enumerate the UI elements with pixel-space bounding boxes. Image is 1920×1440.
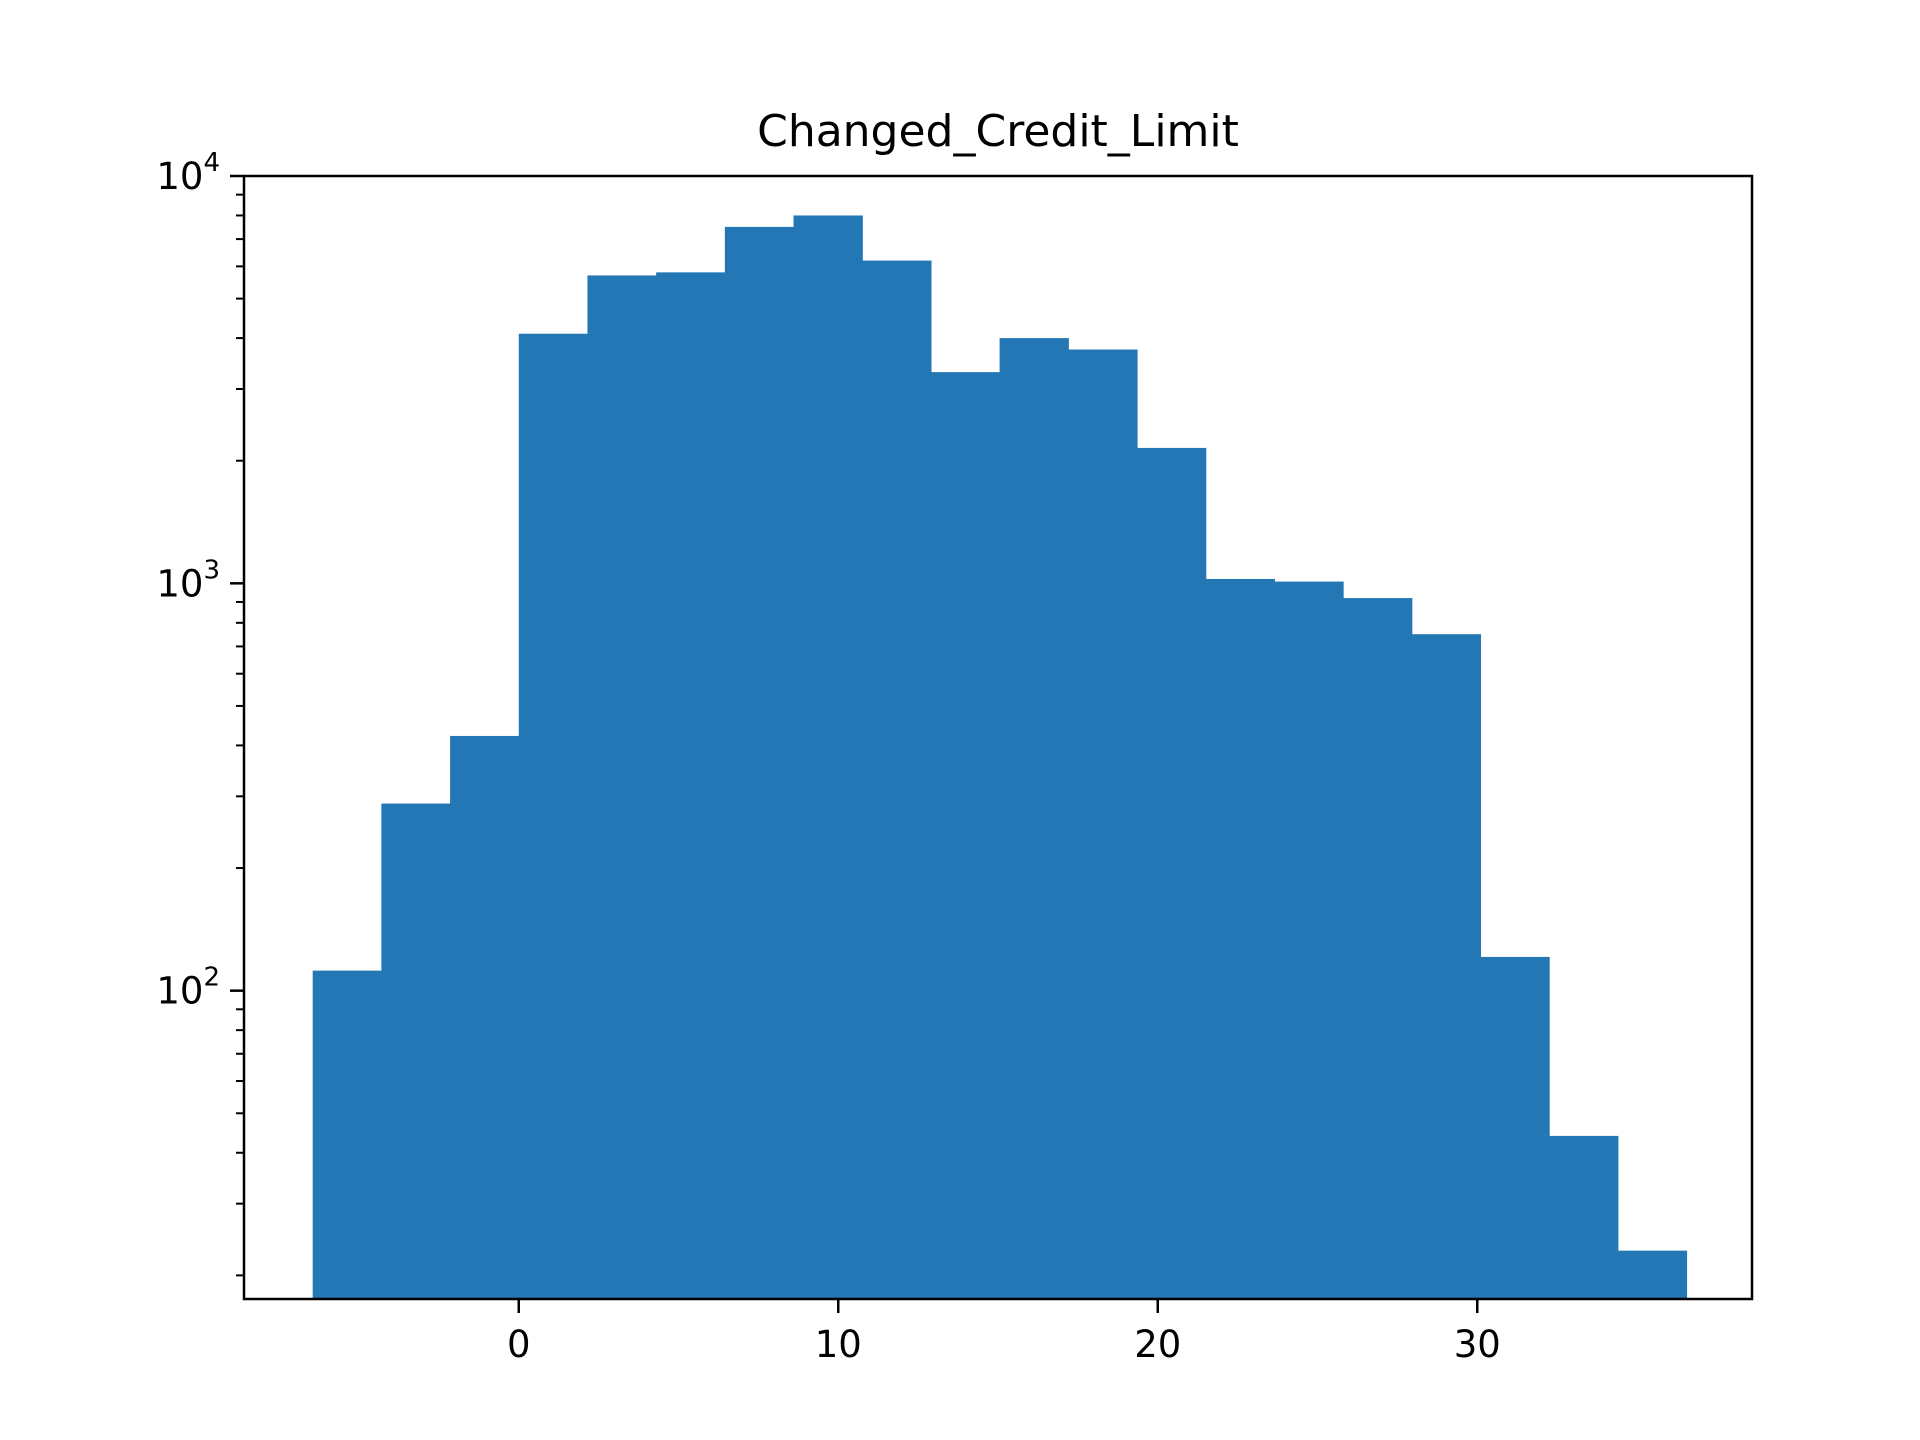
histogram-bar-1	[381, 803, 451, 1299]
histogram-bar-14	[1274, 581, 1344, 1299]
axes-frame	[242, 174, 1754, 1301]
x-tick-label: 30	[1454, 1323, 1501, 1366]
histogram-bar-13	[1205, 578, 1275, 1299]
y-tick-label: 103	[156, 555, 220, 605]
y-tick-label: 104	[156, 148, 220, 198]
bars	[312, 215, 1688, 1300]
x-tick-label: 10	[815, 1323, 862, 1366]
histogram-bar-6	[724, 226, 795, 1299]
histogram-bar-11	[1068, 349, 1138, 1299]
x-ticks: 0 10 20 30	[507, 1299, 1501, 1366]
histogram-bar-8	[862, 260, 932, 1299]
histogram-bar-17	[1480, 956, 1550, 1299]
histogram-bar-18	[1549, 1135, 1619, 1299]
chart-title: Changed_Credit_Limit	[757, 106, 1239, 157]
y-minor-ticks	[236, 193, 244, 1277]
histogram-bar-9	[930, 372, 1001, 1299]
histogram-bar-3	[518, 333, 589, 1300]
x-tick-label: 20	[1134, 1323, 1181, 1366]
y-tick-label: 102	[156, 963, 220, 1013]
histogram-bar-2	[450, 735, 520, 1299]
histogram-bar-10	[999, 338, 1069, 1300]
histogram-bar-15	[1343, 598, 1413, 1299]
histogram-bar-19	[1617, 1250, 1688, 1299]
histogram-bar-16	[1411, 634, 1482, 1299]
histogram-bar-5	[656, 272, 726, 1299]
histogram-bar-7	[793, 215, 863, 1300]
histogram-bar-4	[587, 275, 657, 1299]
x-tick-label: 0	[507, 1323, 531, 1366]
histogram-bar-12	[1136, 447, 1207, 1299]
histogram-bar-0	[312, 970, 382, 1299]
y-major-ticks: 102 103 104	[156, 148, 244, 1013]
